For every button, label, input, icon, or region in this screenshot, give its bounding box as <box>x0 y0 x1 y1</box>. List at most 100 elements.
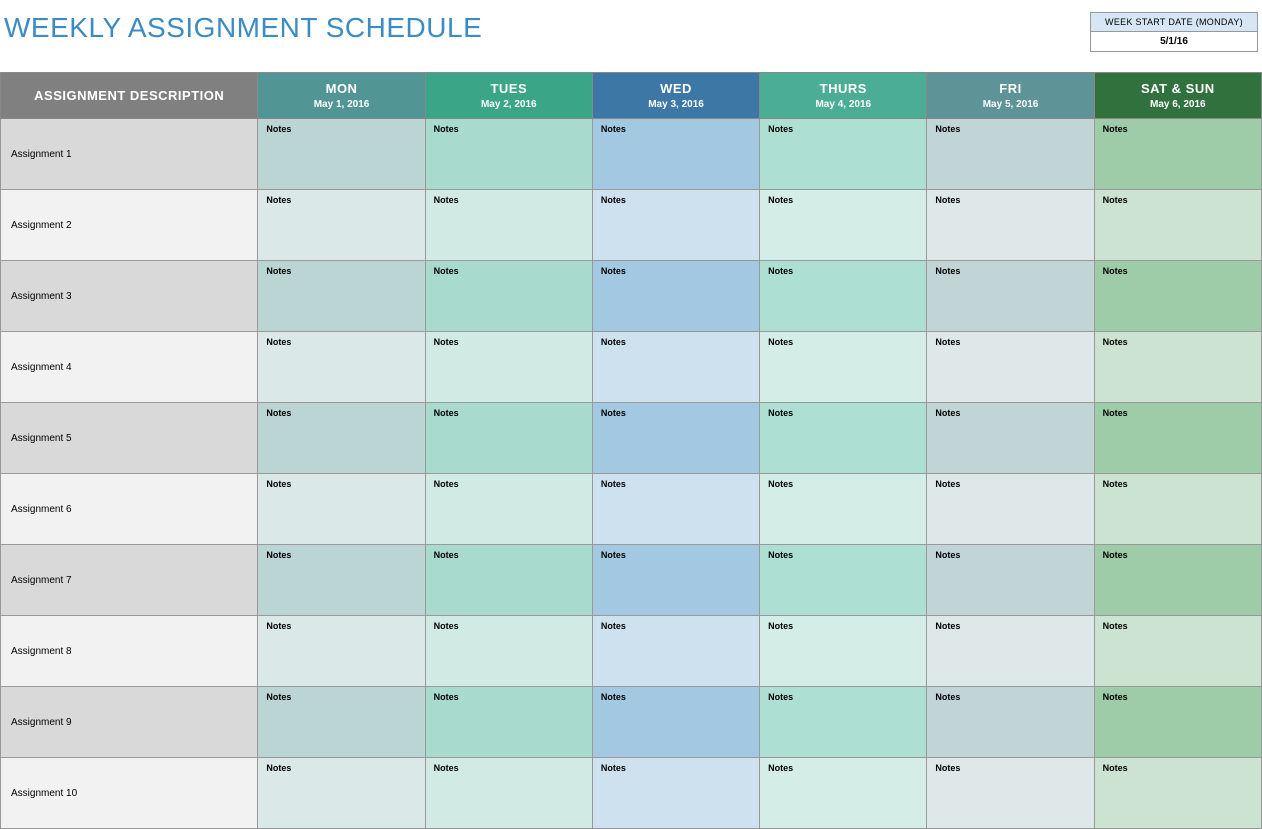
note-cell[interactable]: Notes <box>1094 545 1261 616</box>
note-cell[interactable]: Notes <box>760 545 927 616</box>
col-header-day: TUES May 2, 2016 <box>425 73 592 119</box>
assignment-description-cell[interactable]: Assignment 3 <box>1 261 258 332</box>
note-cell[interactable]: Notes <box>258 687 425 758</box>
note-cell[interactable]: Notes <box>927 545 1094 616</box>
col-header-day: THURS May 4, 2016 <box>760 73 927 119</box>
note-cell[interactable]: Notes <box>1094 119 1261 190</box>
note-cell[interactable]: Notes <box>1094 616 1261 687</box>
note-cell[interactable]: Notes <box>1094 758 1261 829</box>
note-cell[interactable]: Notes <box>425 545 592 616</box>
note-cell[interactable]: Notes <box>592 332 759 403</box>
assignment-description-cell[interactable]: Assignment 4 <box>1 332 258 403</box>
note-cell[interactable]: Notes <box>927 190 1094 261</box>
note-cell[interactable]: Notes <box>592 403 759 474</box>
column-header-date: May 2, 2016 <box>430 99 588 110</box>
note-cell[interactable]: Notes <box>425 616 592 687</box>
note-cell[interactable]: Notes <box>425 474 592 545</box>
note-cell[interactable]: Notes <box>258 119 425 190</box>
week-start-date-box: WEEK START DATE (MONDAY) 5/1/16 <box>1090 12 1258 52</box>
note-cell[interactable]: Notes <box>760 758 927 829</box>
note-cell[interactable]: Notes <box>258 261 425 332</box>
note-cell[interactable]: Notes <box>927 332 1094 403</box>
note-cell[interactable]: Notes <box>425 119 592 190</box>
note-cell[interactable]: Notes <box>927 687 1094 758</box>
assignment-description-cell[interactable]: Assignment 7 <box>1 545 258 616</box>
column-header-label: TUES <box>430 81 588 96</box>
note-cell[interactable]: Notes <box>258 190 425 261</box>
assignment-description-cell[interactable]: Assignment 6 <box>1 474 258 545</box>
col-header-description: ASSIGNMENT DESCRIPTION <box>1 73 258 119</box>
note-cell[interactable]: Notes <box>760 474 927 545</box>
note-cell[interactable]: Notes <box>592 687 759 758</box>
note-cell[interactable]: Notes <box>927 261 1094 332</box>
note-cell[interactable]: Notes <box>425 403 592 474</box>
week-start-date-value[interactable]: 5/1/16 <box>1091 32 1257 51</box>
note-cell[interactable]: Notes <box>592 474 759 545</box>
column-header-label: MON <box>262 81 420 96</box>
note-cell[interactable]: Notes <box>760 687 927 758</box>
note-cell[interactable]: Notes <box>1094 403 1261 474</box>
page-title: WEEKLY ASSIGNMENT SCHEDULE <box>4 12 482 44</box>
column-header-label: SAT & SUN <box>1099 81 1257 96</box>
note-cell[interactable]: Notes <box>592 119 759 190</box>
note-cell[interactable]: Notes <box>1094 474 1261 545</box>
col-header-day: WED May 3, 2016 <box>592 73 759 119</box>
assignment-row: Assignment 7NotesNotesNotesNotesNotesNot… <box>1 545 1262 616</box>
note-cell[interactable]: Notes <box>927 474 1094 545</box>
column-header-date: May 6, 2016 <box>1099 99 1257 110</box>
assignment-description-cell[interactable]: Assignment 5 <box>1 403 258 474</box>
note-cell[interactable]: Notes <box>1094 261 1261 332</box>
assignment-row: Assignment 1NotesNotesNotesNotesNotesNot… <box>1 119 1262 190</box>
note-cell[interactable]: Notes <box>927 119 1094 190</box>
note-cell[interactable]: Notes <box>592 190 759 261</box>
schedule-table: ASSIGNMENT DESCRIPTION MON May 1, 2016 TUES… <box>0 72 1262 829</box>
note-cell[interactable]: Notes <box>760 119 927 190</box>
assignment-description-cell[interactable]: Assignment 10 <box>1 758 258 829</box>
column-header-date: May 1, 2016 <box>262 99 420 110</box>
note-cell[interactable]: Notes <box>592 545 759 616</box>
note-cell[interactable]: Notes <box>760 261 927 332</box>
col-header-day: MON May 1, 2016 <box>258 73 425 119</box>
assignment-description-cell[interactable]: Assignment 2 <box>1 190 258 261</box>
note-cell[interactable]: Notes <box>1094 332 1261 403</box>
note-cell[interactable]: Notes <box>760 332 927 403</box>
note-cell[interactable]: Notes <box>927 616 1094 687</box>
col-header-day: SAT & SUN May 6, 2016 <box>1094 73 1261 119</box>
assignment-description-cell[interactable]: Assignment 9 <box>1 687 258 758</box>
note-cell[interactable]: Notes <box>927 403 1094 474</box>
note-cell[interactable]: Notes <box>258 758 425 829</box>
column-header-date: May 3, 2016 <box>597 99 755 110</box>
note-cell[interactable]: Notes <box>425 261 592 332</box>
note-cell[interactable]: Notes <box>927 758 1094 829</box>
note-cell[interactable]: Notes <box>1094 687 1261 758</box>
assignment-description-cell[interactable]: Assignment 8 <box>1 616 258 687</box>
note-cell[interactable]: Notes <box>258 545 425 616</box>
note-cell[interactable]: Notes <box>258 616 425 687</box>
note-cell[interactable]: Notes <box>425 190 592 261</box>
col-header-day: FRIMay 5, 2016 <box>927 73 1094 119</box>
column-header-label: THURS <box>764 81 922 96</box>
note-cell[interactable]: Notes <box>760 190 927 261</box>
note-cell[interactable]: Notes <box>592 616 759 687</box>
week-start-date-label: WEEK START DATE (MONDAY) <box>1091 13 1257 32</box>
note-cell[interactable]: Notes <box>258 332 425 403</box>
assignment-row: Assignment 9NotesNotesNotesNotesNotesNot… <box>1 687 1262 758</box>
assignment-row: Assignment 6NotesNotesNotesNotesNotesNot… <box>1 474 1262 545</box>
note-cell[interactable]: Notes <box>760 616 927 687</box>
column-header-date: May 4, 2016 <box>764 99 922 110</box>
assignment-row: Assignment 5NotesNotesNotesNotesNotesNot… <box>1 403 1262 474</box>
note-cell[interactable]: Notes <box>425 687 592 758</box>
note-cell[interactable]: Notes <box>1094 190 1261 261</box>
assignment-row: Assignment 10NotesNotesNotesNotesNotesNo… <box>1 758 1262 829</box>
note-cell[interactable]: Notes <box>258 474 425 545</box>
note-cell[interactable]: Notes <box>258 403 425 474</box>
note-cell[interactable]: Notes <box>760 403 927 474</box>
note-cell[interactable]: Notes <box>425 332 592 403</box>
note-cell[interactable]: Notes <box>592 758 759 829</box>
assignment-row: Assignment 3NotesNotesNotesNotesNotesNot… <box>1 261 1262 332</box>
note-cell[interactable]: Notes <box>592 261 759 332</box>
assignment-description-cell[interactable]: Assignment 1 <box>1 119 258 190</box>
column-header-label: WED <box>597 81 755 96</box>
note-cell[interactable]: Notes <box>425 758 592 829</box>
column-header-date: May 5, 2016 <box>931 99 1089 110</box>
